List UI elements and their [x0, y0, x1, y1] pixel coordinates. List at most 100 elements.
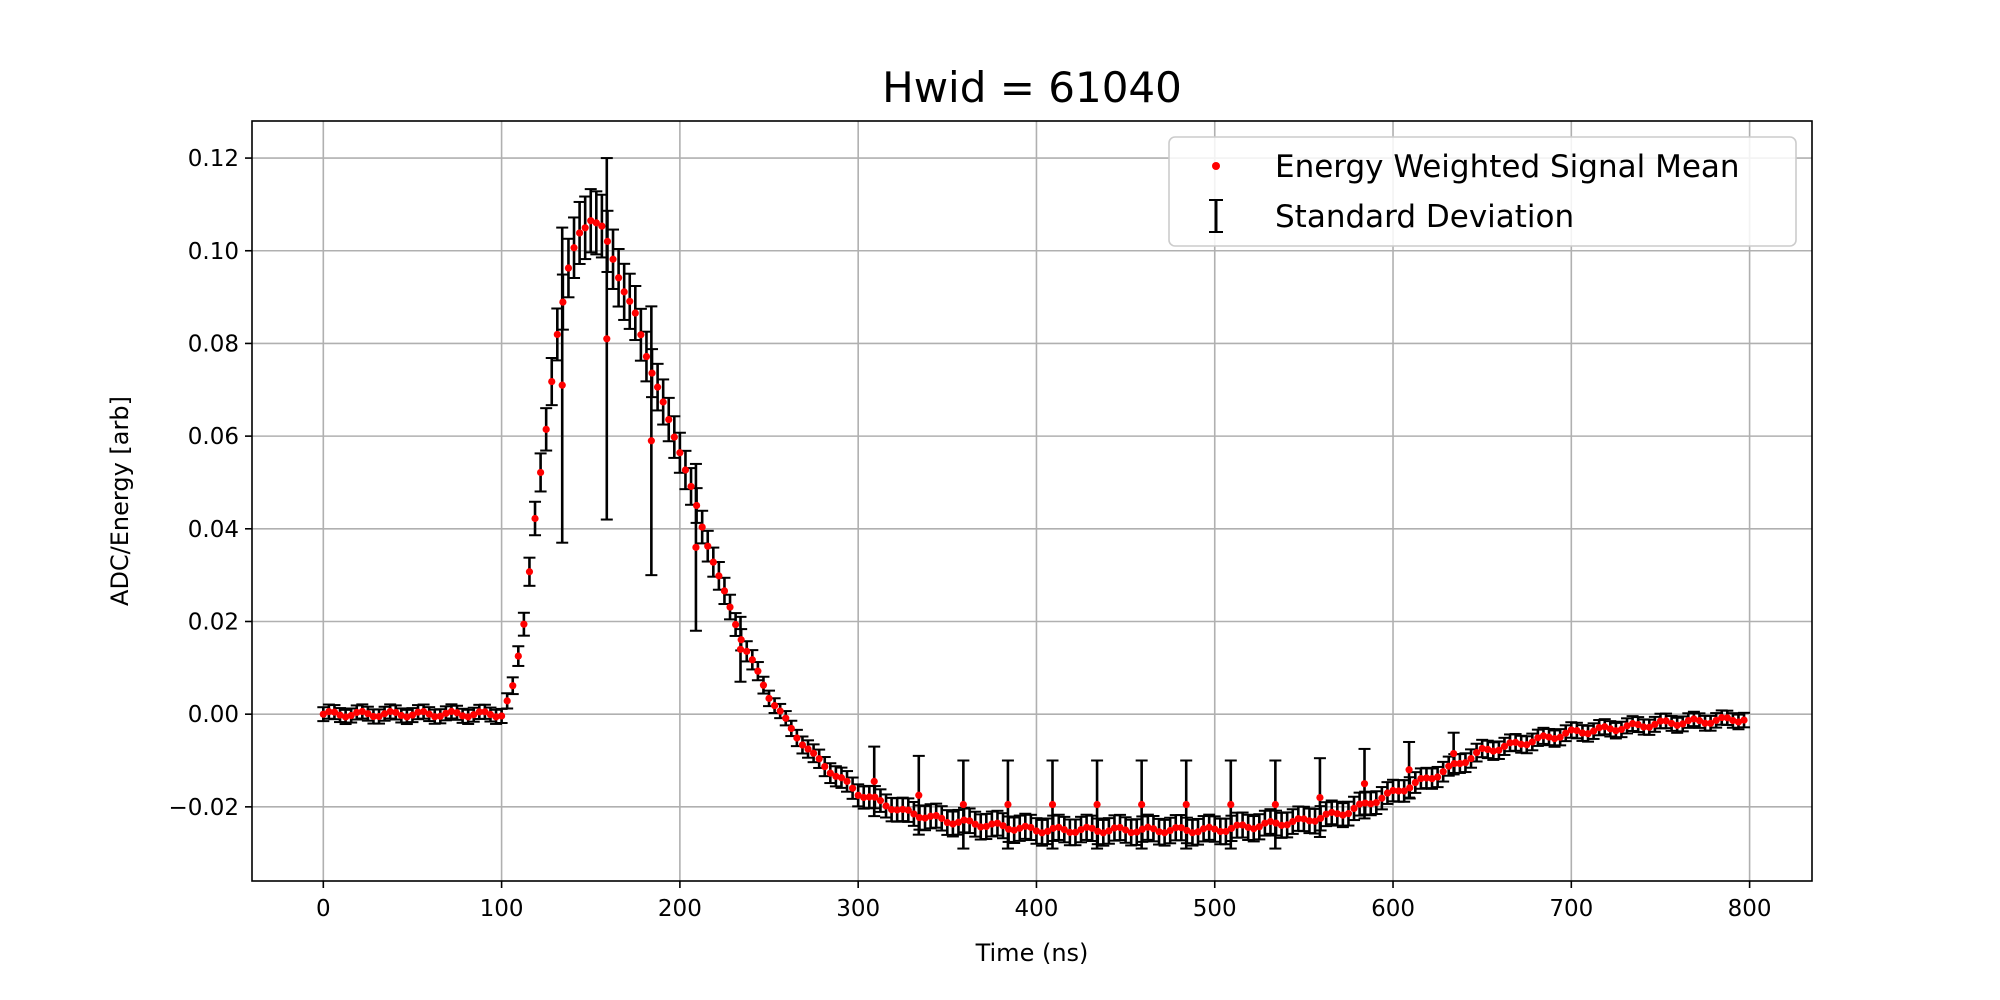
data-point: [1712, 716, 1720, 724]
data-point: [1077, 825, 1085, 834]
data-point: [1606, 725, 1614, 733]
data-point: [1439, 768, 1447, 776]
data-point: [1350, 804, 1358, 813]
data-point: [1740, 716, 1748, 724]
data-point: [347, 711, 355, 720]
data-point: [648, 369, 656, 377]
data-point: [1271, 800, 1279, 809]
data-point: [1405, 766, 1413, 774]
data-point: [425, 710, 433, 718]
data-point: [330, 708, 339, 716]
data-point: [954, 818, 963, 826]
x-tick-label: 500: [1193, 896, 1237, 922]
y-tick-label: 0.04: [188, 517, 239, 543]
data-point: [1016, 824, 1024, 832]
data-point: [375, 712, 383, 721]
data-point: [553, 330, 561, 339]
data-point: [654, 383, 662, 391]
data-point: [999, 822, 1007, 830]
data-point: [888, 806, 896, 814]
data-point: [1417, 774, 1425, 783]
data-point: [603, 237, 612, 245]
data-point: [1149, 825, 1158, 833]
y-tick-label: −0.02: [169, 795, 239, 821]
data-point: [798, 741, 807, 749]
data-point: [481, 708, 489, 716]
data-point: [592, 219, 600, 227]
data-point: [1367, 800, 1375, 808]
data-point: [1294, 815, 1302, 823]
data-point: [1528, 738, 1536, 746]
data-point: [915, 791, 923, 799]
y-tick-label: 0.12: [188, 146, 239, 172]
data-point: [1071, 828, 1080, 836]
data-point: [1032, 827, 1041, 835]
data-point: [1617, 725, 1626, 734]
data-point: [570, 244, 578, 252]
data-point: [486, 710, 495, 719]
data-point: [899, 805, 907, 813]
data-point: [1110, 824, 1119, 832]
data-point: [558, 381, 566, 389]
data-point: [548, 377, 556, 386]
data-point: [793, 734, 801, 742]
y-axis-label: ADC/Energy [arb]: [106, 396, 134, 606]
data-point: [520, 620, 528, 628]
data-point: [1255, 823, 1263, 831]
data-point: [1584, 730, 1592, 738]
data-point: [642, 352, 651, 361]
data-point: [1590, 727, 1598, 735]
x-tick-label: 700: [1549, 896, 1593, 922]
data-layer: [317, 157, 1751, 850]
data-point: [358, 707, 366, 716]
data-point: [353, 708, 361, 717]
data-point: [1701, 719, 1709, 727]
data-point: [1512, 738, 1520, 747]
data-point: [559, 298, 567, 306]
data-point: [1333, 810, 1341, 818]
data-point: [1177, 824, 1185, 832]
data-point: [1634, 720, 1642, 729]
data-point: [1684, 716, 1692, 725]
data-point: [403, 713, 411, 721]
data-point: [1534, 734, 1542, 742]
data-point: [921, 814, 929, 822]
data-point: [1027, 823, 1035, 832]
data-point: [1088, 824, 1096, 832]
y-axis: −0.02 0.00 0.02 0.04 0.06 0.08 0.10 0.12: [169, 146, 252, 821]
grid: [252, 121, 1812, 881]
data-point: [1601, 723, 1609, 731]
data-point: [453, 709, 461, 717]
data-point: [1461, 759, 1470, 767]
data-point: [319, 710, 327, 718]
data-point: [1144, 823, 1152, 831]
data-point: [687, 482, 695, 491]
legend-box: [1168, 136, 1797, 247]
data-point: [503, 697, 511, 705]
data-point: [1239, 821, 1247, 829]
data-point: [498, 712, 506, 720]
data-point: [1484, 745, 1492, 754]
data-point: [1093, 800, 1101, 809]
data-point: [1138, 825, 1146, 833]
data-point: [938, 814, 946, 822]
data-point: [1138, 800, 1146, 809]
data-point: [1049, 824, 1057, 832]
data-point: [843, 777, 851, 785]
data-point: [1105, 827, 1113, 835]
data-point: [1360, 780, 1369, 788]
data-point: [1004, 800, 1012, 809]
data-point: [1595, 724, 1603, 732]
data-point: [1305, 817, 1314, 825]
data-point: [1060, 825, 1068, 834]
data-point: [626, 297, 634, 305]
data-point: [1182, 800, 1190, 809]
x-tick-label: 400: [1015, 896, 1059, 922]
data-point: [414, 708, 422, 716]
data-point: [782, 714, 790, 722]
y-tick-label: 0.10: [188, 239, 239, 265]
data-point: [1183, 826, 1191, 835]
legend-label-mean: Energy Weighted Signal Mean: [1275, 149, 1740, 185]
data-point: [943, 818, 951, 827]
